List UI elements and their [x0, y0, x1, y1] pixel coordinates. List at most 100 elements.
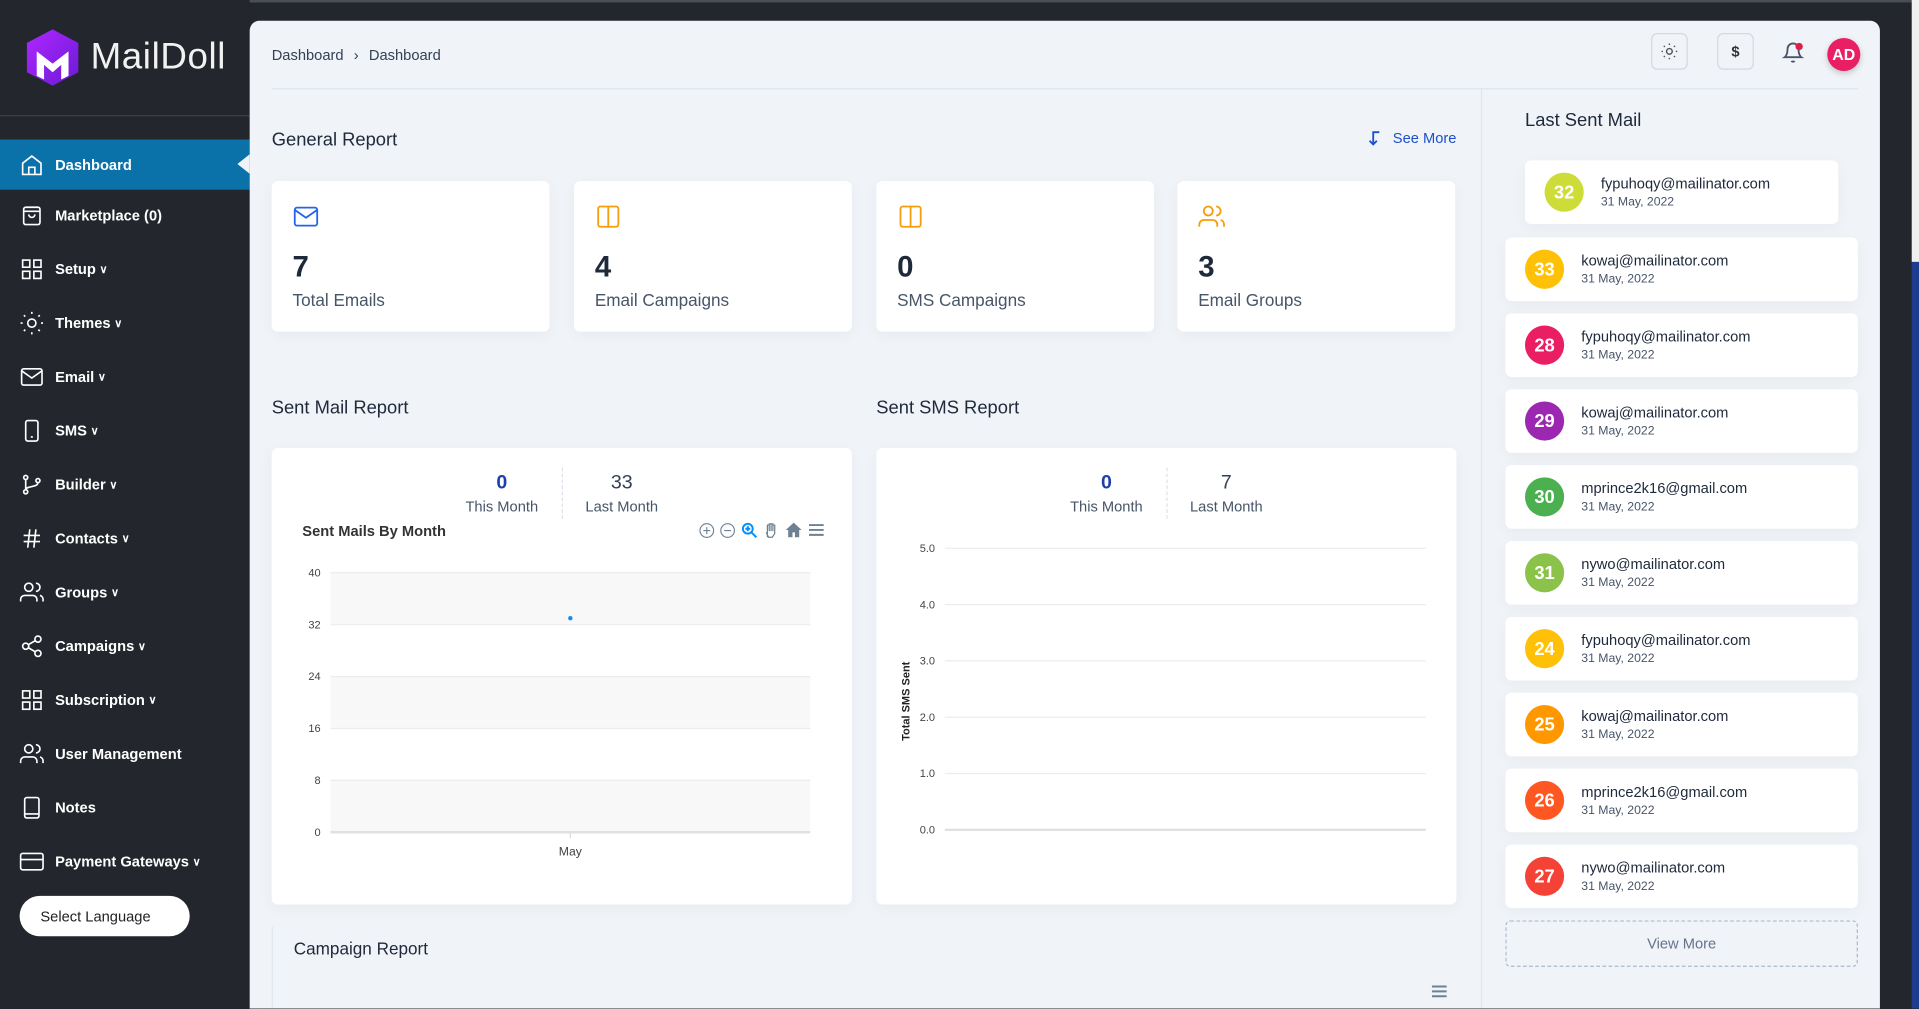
- pan-hand-icon[interactable]: [762, 521, 779, 538]
- sent-mail-card: 0 This Month 33 Last Month Sent Mails By M…: [271, 447, 852, 905]
- sidebar-item-sms[interactable]: SMS ∨: [0, 406, 250, 455]
- breadcrumb-item[interactable]: Dashboard: [271, 46, 344, 64]
- zoom-out-icon[interactable]: [720, 522, 736, 538]
- select-language-button[interactable]: Select Language: [19, 895, 190, 937]
- see-more-link[interactable]: See More: [1368, 130, 1456, 147]
- last-sent-mail-item[interactable]: 25 kowaj@mailinator.com 31 May, 2022: [1505, 692, 1858, 757]
- sidebar-divider: [0, 115, 250, 117]
- y-tick-label: 0.0: [920, 824, 935, 836]
- stat-card-total-emails[interactable]: 7 Total Emails: [271, 181, 550, 332]
- this-month-stat: 0 This Month: [1064, 472, 1150, 515]
- tablet-icon: [23, 796, 40, 819]
- bell-icon: [1781, 42, 1805, 63]
- mail-id-badge: 32: [1544, 172, 1584, 212]
- stat-value: 0: [897, 250, 914, 284]
- mail-date: 31 May, 2022: [1581, 576, 1655, 590]
- phone-icon: [24, 419, 39, 442]
- y-tick-label: 4.0: [920, 599, 935, 611]
- zoom-in-icon[interactable]: [699, 522, 715, 538]
- mail-id-badge: 30: [1524, 477, 1565, 517]
- last-sent-mail-item[interactable]: 24 fypuhoqy@mailinator.com 31 May, 2022: [1505, 616, 1858, 681]
- sidebar-item-subscription[interactable]: Subscription ∨: [0, 676, 250, 725]
- sidebar-item-notes[interactable]: Notes: [0, 783, 250, 832]
- mail-recipient: mprince2k16@gmail.com: [1581, 783, 1748, 801]
- sidebar-item-setup[interactable]: Setup ∨: [0, 245, 250, 294]
- last-sent-mail-item[interactable]: 28 fypuhoqy@mailinator.com 31 May, 2022: [1505, 313, 1858, 377]
- sidebar-item-email[interactable]: Email ∨: [0, 352, 250, 401]
- mail-recipient: mprince2k16@gmail.com: [1581, 479, 1748, 497]
- chevron-down-icon: ∨: [99, 262, 108, 275]
- chevron-down-icon: ∨: [114, 316, 123, 329]
- sidebar-item-label: Email: [55, 368, 95, 386]
- y-tick-label: 1.0: [920, 768, 935, 780]
- sun-icon: [1661, 43, 1678, 60]
- columns-icon: [899, 205, 922, 228]
- selection-zoom-icon[interactable]: [740, 521, 758, 538]
- stat-value: 7: [292, 250, 309, 284]
- menu-icon[interactable]: [808, 523, 825, 538]
- grid-band: [330, 780, 811, 833]
- currency-button[interactable]: $: [1717, 33, 1754, 70]
- stat-card-email-groups[interactable]: 3 Email Groups: [1177, 181, 1456, 332]
- sidebar-item-groups[interactable]: Groups ∨: [0, 568, 250, 617]
- sidebar-item-marketplace[interactable]: Marketplace (0): [0, 191, 250, 240]
- chevron-down-icon: ∨: [137, 639, 146, 652]
- columns-icon: [597, 205, 620, 228]
- last-sent-mail-item[interactable]: 27 nywo@mailinator.com 31 May, 2022: [1505, 844, 1858, 909]
- shopping-bag-icon: [22, 206, 41, 226]
- data-point[interactable]: [568, 615, 573, 621]
- grid-band: [330, 676, 811, 729]
- reset-home-icon[interactable]: [785, 521, 803, 538]
- mail-id-badge: 33: [1524, 249, 1565, 289]
- y-tick-label: 8: [315, 775, 321, 787]
- sidebar-item-user-management[interactable]: User Management: [0, 729, 250, 778]
- home-icon: [21, 154, 42, 175]
- credit-card-icon: [19, 852, 44, 871]
- mail-date: 31 May, 2022: [1581, 424, 1655, 439]
- sidebar-item-payment-gateways[interactable]: Payment Gateways ∨: [0, 837, 250, 886]
- user-avatar[interactable]: AD: [1827, 37, 1861, 71]
- view-more-button[interactable]: View More: [1505, 920, 1858, 967]
- sidebar-item-label: Setup: [55, 260, 96, 278]
- stat-card-sms-campaigns[interactable]: 0 SMS Campaigns: [876, 181, 1155, 332]
- grid-icon: [21, 259, 42, 280]
- sidebar-item-themes[interactable]: Themes ∨: [0, 299, 250, 348]
- window-top-border: [0, 0, 1919, 3]
- menu-icon[interactable]: [1431, 984, 1448, 999]
- chevron-down-icon: ∨: [192, 854, 201, 868]
- mail-id-badge: 26: [1524, 780, 1565, 821]
- sidebar-item-campaigns[interactable]: Campaigns ∨: [0, 622, 250, 671]
- last-sent-mail-item[interactable]: 33 kowaj@mailinator.com 31 May, 2022: [1505, 237, 1858, 302]
- sent-mails-chart: 0 8 16 24 32 40 May: [308, 567, 811, 859]
- mail-recipient: fypuhoqy@mailinator.com: [1581, 328, 1751, 346]
- logo[interactable]: MailDoll: [24, 27, 226, 88]
- mail-recipient: kowaj@mailinator.com: [1581, 403, 1729, 422]
- sidebar-item-dashboard[interactable]: Dashboard: [0, 139, 250, 190]
- mail-date: 31 May, 2022: [1581, 804, 1655, 818]
- scrollbar-track[interactable]: [1911, 0, 1919, 262]
- chevron-down-icon: ∨: [148, 693, 157, 706]
- stat-separator: [1166, 467, 1168, 519]
- last-sent-mail-item[interactable]: 29 kowaj@mailinator.com 31 May, 2022: [1505, 389, 1858, 453]
- dollar-icon: $: [1731, 42, 1740, 60]
- last-sent-mail-item[interactable]: 30 mprince2k16@gmail.com 31 May, 2022: [1505, 465, 1858, 529]
- refresh-icon: [1368, 131, 1380, 146]
- mail-recipient: fypuhoqy@mailinator.com: [1581, 631, 1751, 649]
- mail-date: 31 May, 2022: [1581, 348, 1655, 363]
- last-sent-mail-item[interactable]: 31 nywo@mailinator.com 31 May, 2022: [1505, 540, 1858, 605]
- notifications-button[interactable]: [1781, 42, 1805, 70]
- stat-card-email-campaigns[interactable]: 4 Email Campaigns: [574, 181, 852, 332]
- general-report-title: General Report: [271, 129, 398, 151]
- chevron-down-icon: ∨: [121, 531, 130, 545]
- users-icon: [19, 743, 44, 764]
- sidebar-item-builder[interactable]: Builder ∨: [0, 460, 250, 509]
- mail-date: 31 May, 2022: [1581, 652, 1655, 666]
- mail-id-badge: 27: [1524, 856, 1565, 896]
- sidebar-item-contacts[interactable]: Contacts ∨: [0, 514, 250, 563]
- this-month-label: This Month: [1070, 498, 1143, 516]
- last-sent-mail-item[interactable]: 32 fypuhoqy@mailinator.com 31 May, 2022: [1524, 160, 1839, 224]
- mail-id-badge: 28: [1524, 325, 1565, 365]
- stat-label: Email Campaigns: [594, 290, 730, 310]
- last-sent-mail-item[interactable]: 26 mprince2k16@gmail.com 31 May, 2022: [1505, 768, 1858, 833]
- theme-toggle-button[interactable]: [1651, 33, 1688, 70]
